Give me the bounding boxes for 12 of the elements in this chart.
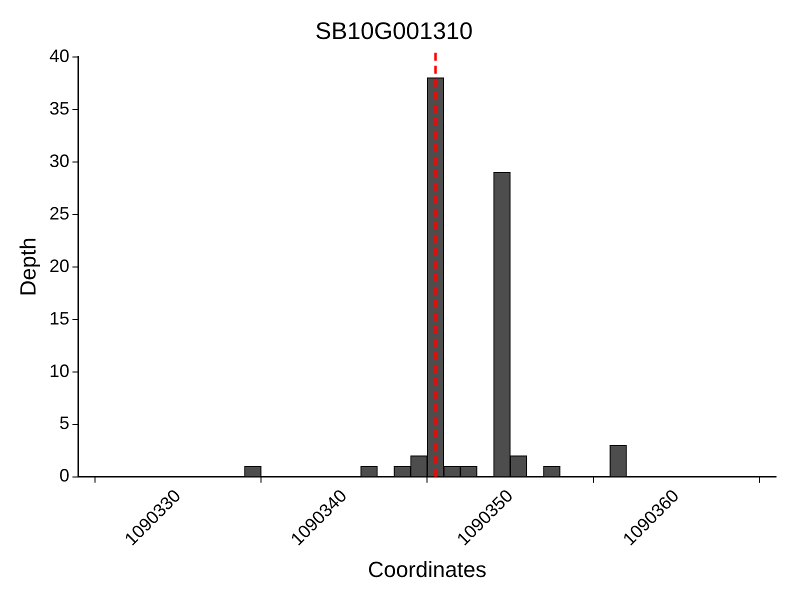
- y-tick-label: 20: [49, 256, 70, 276]
- chart-title: SB10G001310: [315, 18, 473, 46]
- y-tick-label: 35: [49, 98, 70, 118]
- y-tick-label: 30: [49, 150, 70, 171]
- y-tick-label: 15: [49, 308, 70, 328]
- y-tick-label: 10: [49, 360, 70, 381]
- y-axis-title: Depth: [15, 237, 40, 296]
- y-tick-label: 0: [59, 466, 70, 486]
- y-tick-label: 40: [49, 46, 70, 66]
- x-axis-title: Coordinates: [368, 556, 487, 582]
- y-tick-label: 5: [59, 413, 70, 434]
- y-tick-label: 25: [49, 203, 70, 224]
